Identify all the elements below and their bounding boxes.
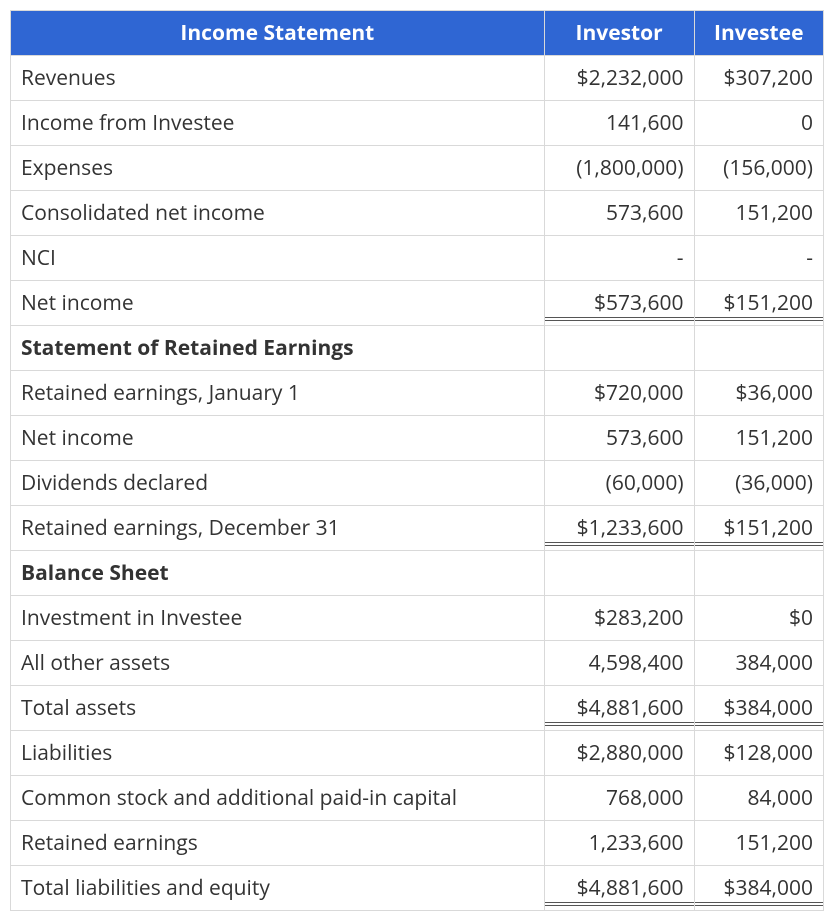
row-label: Liabilities [11, 731, 545, 776]
cell-investee: $128,000 [694, 731, 823, 776]
table-row: Total liabilities and equity$4,881,600$3… [11, 866, 824, 911]
cell-investor: (1,800,000) [544, 146, 694, 191]
cell-investor: $2,232,000 [544, 56, 694, 101]
row-label: NCI [11, 236, 545, 281]
row-label: Net income [11, 281, 545, 326]
cell-investee: 151,200 [694, 821, 823, 866]
cell-investee: 151,200 [694, 191, 823, 236]
table-row: All other assets4,598,400384,000 [11, 641, 824, 686]
cell-investor: 573,600 [544, 191, 694, 236]
col-header-investee: Investee [694, 11, 823, 56]
cell-investee: $36,000 [694, 371, 823, 416]
table-body: Revenues$2,232,000$307,200Income from In… [11, 56, 824, 911]
row-label: Revenues [11, 56, 545, 101]
table-row: Investment in Investee$283,200$0 [11, 596, 824, 641]
table-row: Retained earnings, December 31$1,233,600… [11, 506, 824, 551]
cell-investee: 0 [694, 101, 823, 146]
table-row: NCI-- [11, 236, 824, 281]
row-label: Income from Investee [11, 101, 545, 146]
cell-investor: 573,600 [544, 416, 694, 461]
cell-investee: 151,200 [694, 416, 823, 461]
cell-investee: $307,200 [694, 56, 823, 101]
cell-investor: $2,880,000 [544, 731, 694, 776]
cell-investee [694, 326, 823, 371]
table-row: Liabilities$2,880,000$128,000 [11, 731, 824, 776]
table-row: Net income573,600151,200 [11, 416, 824, 461]
cell-investor: (60,000) [544, 461, 694, 506]
cell-investor: $1,233,600 [544, 506, 694, 551]
row-label: Retained earnings, December 31 [11, 506, 545, 551]
cell-investee: (36,000) [694, 461, 823, 506]
cell-investee: 84,000 [694, 776, 823, 821]
cell-investor: 141,600 [544, 101, 694, 146]
row-label: Net income [11, 416, 545, 461]
col-header-statement: Income Statement [11, 11, 545, 56]
row-label: Consolidated net income [11, 191, 545, 236]
row-label: Expenses [11, 146, 545, 191]
table-row: Revenues$2,232,000$307,200 [11, 56, 824, 101]
cell-investor: $573,600 [544, 281, 694, 326]
row-label: Total assets [11, 686, 545, 731]
cell-investee: $0 [694, 596, 823, 641]
table-row: Retained earnings1,233,600151,200 [11, 821, 824, 866]
row-label: Dividends declared [11, 461, 545, 506]
row-label: Retained earnings [11, 821, 545, 866]
table-row: Net income$573,600$151,200 [11, 281, 824, 326]
cell-investor: 4,598,400 [544, 641, 694, 686]
cell-investor: 1,233,600 [544, 821, 694, 866]
table-row: Retained earnings, January 1$720,000$36,… [11, 371, 824, 416]
row-label: Investment in Investee [11, 596, 545, 641]
cell-investee: 384,000 [694, 641, 823, 686]
row-label: All other assets [11, 641, 545, 686]
cell-investor: $720,000 [544, 371, 694, 416]
table-row: Dividends declared(60,000)(36,000) [11, 461, 824, 506]
table-row: Income from Investee141,6000 [11, 101, 824, 146]
table-row: Statement of Retained Earnings [11, 326, 824, 371]
cell-investee: $384,000 [694, 866, 823, 911]
cell-investee [694, 551, 823, 596]
table-row: Balance Sheet [11, 551, 824, 596]
row-label: Balance Sheet [11, 551, 545, 596]
row-label: Total liabilities and equity [11, 866, 545, 911]
cell-investor [544, 551, 694, 596]
cell-investee: $151,200 [694, 506, 823, 551]
table-header-row: Income Statement Investor Investee [11, 11, 824, 56]
table-row: Common stock and additional paid-in capi… [11, 776, 824, 821]
cell-investor: - [544, 236, 694, 281]
cell-investee: $384,000 [694, 686, 823, 731]
cell-investor: 768,000 [544, 776, 694, 821]
cell-investor [544, 326, 694, 371]
table-row: Expenses(1,800,000)(156,000) [11, 146, 824, 191]
cell-investee: (156,000) [694, 146, 823, 191]
table-row: Total assets$4,881,600$384,000 [11, 686, 824, 731]
row-label: Retained earnings, January 1 [11, 371, 545, 416]
financial-statements-table: Income Statement Investor Investee Reven… [10, 10, 824, 911]
row-label: Common stock and additional paid-in capi… [11, 776, 545, 821]
cell-investee: - [694, 236, 823, 281]
cell-investee: $151,200 [694, 281, 823, 326]
cell-investor: $4,881,600 [544, 866, 694, 911]
table-row: Consolidated net income573,600151,200 [11, 191, 824, 236]
cell-investor: $283,200 [544, 596, 694, 641]
cell-investor: $4,881,600 [544, 686, 694, 731]
row-label: Statement of Retained Earnings [11, 326, 545, 371]
col-header-investor: Investor [544, 11, 694, 56]
